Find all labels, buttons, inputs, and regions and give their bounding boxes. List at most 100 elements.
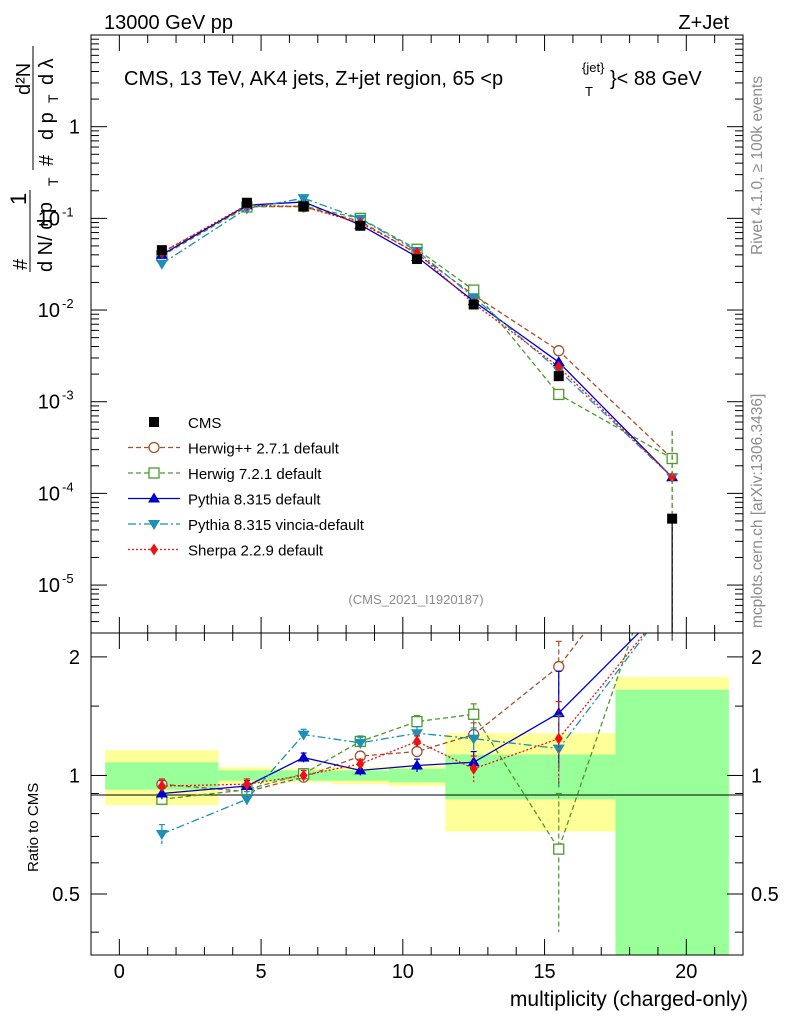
x-tick-label-0: 0	[114, 961, 125, 983]
ratio-tick-label-r-2: 2	[751, 647, 762, 669]
main-point-1-6	[553, 388, 565, 401]
ylabel-T-2: T	[45, 94, 61, 103]
ratio-point-4-6	[554, 732, 563, 745]
ratio-tick-label-r-1: 1	[751, 765, 762, 787]
legend-label-5: Sherpa 2.2.9 default	[188, 543, 324, 560]
ratio-point-2-0	[155, 787, 168, 798]
ratio-line-3	[161, 633, 648, 835]
cms-point-1	[241, 197, 252, 208]
ylabel-d2N: d²N	[13, 63, 35, 95]
ratio-point-3-6	[552, 744, 565, 755]
ratio-tick-label-r-0: 0.5	[751, 884, 779, 906]
y-tick-exp-3: -2	[62, 296, 74, 311]
y-tick-exp-1: -4	[62, 479, 74, 494]
legend-marker-4	[148, 520, 160, 530]
ratio-point-3-4	[411, 729, 423, 740]
y-axis-label: # 1 d N/ d p T # d²N d p T d λ	[6, 46, 61, 272]
legend-label-4: Pythia 8.315 vincia-default	[188, 517, 365, 534]
ratio-tick-label-2: 2	[69, 647, 80, 669]
ratio-series	[155, 633, 673, 933]
legend-marker-0	[149, 417, 159, 427]
ratio-point-4-2	[299, 769, 308, 782]
ylabel-dpT: d p	[36, 112, 58, 140]
band-stat-3	[331, 770, 389, 781]
plot-title: CMS, 13 TeV, AK4 jets, Z+jet region, 65 …	[124, 60, 702, 99]
ratio-point-2-2	[297, 751, 310, 762]
ratio-tick-label-0: 0.5	[52, 884, 80, 906]
legend-marker-2	[148, 467, 160, 479]
legend-marker-3	[148, 492, 160, 503]
title-sub: T	[585, 84, 593, 99]
ylabel-one: 1	[6, 193, 31, 205]
main-point-4-4	[413, 246, 421, 259]
ratio-point-4-5	[469, 762, 478, 775]
y-tick-label-1: 10	[38, 483, 60, 505]
ratio-point-4-4	[413, 735, 421, 748]
ratio-point-2-6	[552, 707, 565, 718]
ylabel-dN: d N/ d p	[35, 202, 57, 272]
legend: CMS Herwig++ 2.7.1 default Herwig 7.2.1 de…	[128, 415, 365, 560]
x-tick-label-1: 5	[256, 961, 267, 983]
ratio-point-4-3	[356, 757, 365, 770]
ratio-tick-label-1: 1	[69, 765, 80, 787]
ratio-point-3-1	[240, 795, 253, 806]
main-line-4	[161, 204, 673, 478]
x-tick-label-2: 10	[392, 961, 414, 983]
main-point-3-0	[155, 259, 168, 270]
main-point-4-6	[554, 360, 563, 373]
ratio-line-1	[161, 633, 634, 851]
cms-point-2	[298, 201, 309, 212]
legend-marker-5	[150, 543, 158, 556]
y-tick-exp-0: -5	[62, 571, 74, 586]
ratio-point-3-0	[155, 830, 168, 841]
axes: 10-510-410-310-210 -110.5 0.51 12 20 5 10 15 20	[38, 35, 779, 983]
y-tick-label-3: 10	[38, 300, 60, 322]
legend-marker-1	[148, 441, 160, 454]
main-point-0-6	[553, 345, 565, 357]
ratio-plot-frame	[90, 632, 744, 956]
ratio-point-1-4	[411, 715, 423, 728]
ratio-line-0	[161, 633, 586, 793]
ratio-point-3-2	[297, 730, 310, 741]
ylabel-T-1: T	[45, 177, 61, 186]
band-stat-7	[615, 689, 729, 955]
ratio-point-3-3	[354, 738, 367, 749]
title-tail: }< 88 GeV	[610, 68, 702, 90]
cms-point-0	[156, 245, 167, 256]
watermark: (CMS_2021_I1920187)	[348, 592, 483, 607]
y-tick-exp-4: -1	[62, 204, 74, 219]
ratio-point-1-5	[468, 708, 480, 720]
ylabel-dl: d λ	[36, 58, 58, 85]
cms-point-6	[553, 371, 564, 382]
y-tick-label-2: 10	[38, 392, 60, 414]
mcplots-label: mcplots.cern.ch [arXiv:1306.3436]	[749, 394, 766, 628]
rivet-label: Rivet 4.1.0, ≥ 100k events	[749, 76, 766, 255]
main-line-2	[161, 201, 673, 478]
ratio-y-label: Ratio to CMS	[25, 783, 42, 872]
cms-point-4	[412, 254, 422, 265]
main-line-1	[161, 205, 673, 460]
legend-label-0: CMS	[188, 415, 221, 432]
ratio-point-4-0	[157, 780, 166, 793]
ylabel-hash-2: #	[36, 154, 58, 166]
title-main: CMS, 13 TeV, AK4 jets, Z+jet region, 65 …	[124, 68, 503, 90]
cms-point-5	[468, 299, 479, 310]
y-tick-label-5: 1	[69, 117, 80, 139]
ratio-point-0-6	[553, 660, 565, 673]
ratio-point-2-4	[411, 759, 423, 770]
y-tick-exp-2: -3	[62, 388, 74, 403]
ratio-point-3-5	[467, 734, 480, 745]
ratio-point-4-1	[242, 778, 251, 791]
title-sup: {jet}	[582, 60, 605, 75]
header-left: 13000 GeV pp	[104, 12, 233, 34]
y-tick-label-4: 10	[38, 208, 60, 230]
ratio-point-1-6	[553, 843, 565, 855]
x-tick-label-4: 20	[675, 961, 697, 983]
main-line-3	[161, 197, 673, 478]
legend-label-1: Herwig++ 2.7.1 default	[188, 441, 340, 458]
cms-point-3	[355, 220, 366, 231]
ratio-line-2	[161, 633, 640, 795]
ratio-point-0-4	[411, 745, 423, 758]
main-point-3-2	[297, 194, 310, 205]
